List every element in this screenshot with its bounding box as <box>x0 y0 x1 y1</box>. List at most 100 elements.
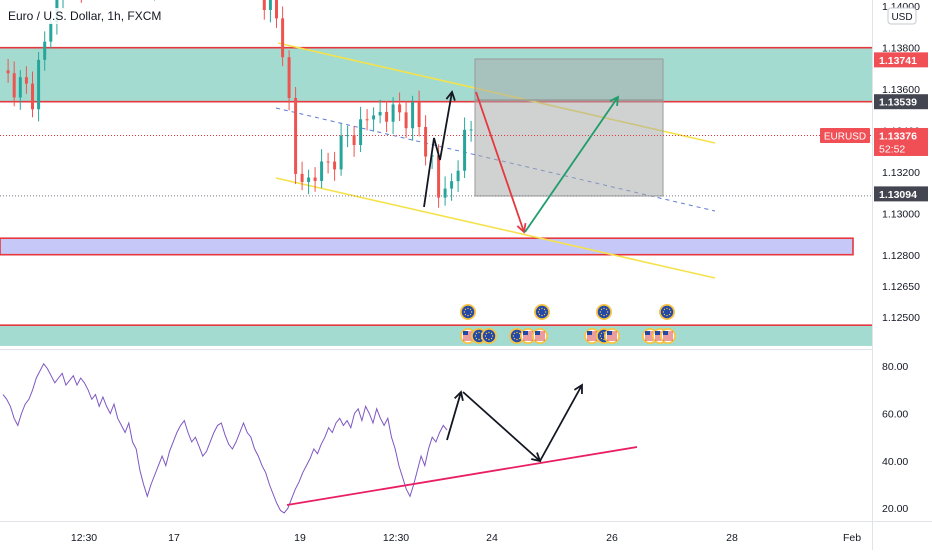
time-tick-label: 12:30 <box>71 532 97 544</box>
candle-body <box>398 104 402 113</box>
candle-body <box>43 41 47 60</box>
candle-body <box>424 126 428 157</box>
candle-body <box>339 135 343 170</box>
price-tag-label: 1.13376 <box>879 130 917 142</box>
candle-body <box>417 102 421 127</box>
red-down-arrow-head <box>516 222 527 234</box>
candle-body <box>352 135 356 146</box>
price-tag-label: 1.13094 <box>879 189 917 201</box>
candle-body <box>307 177 311 183</box>
rsi-tick-label: 60.00 <box>882 409 908 421</box>
black-up-arrow <box>423 90 456 208</box>
candle-body <box>287 57 291 98</box>
green-up-arrow <box>524 95 620 233</box>
us-flag-icon <box>660 328 676 344</box>
eu-flag-icon <box>481 328 497 344</box>
candle-body <box>18 77 22 98</box>
candle-body <box>262 0 266 10</box>
currency-text: USD <box>891 12 912 23</box>
price-tick-label: 1.12800 <box>882 250 920 262</box>
candle-body <box>437 155 441 198</box>
projection-box <box>474 58 664 197</box>
currency-label: USD <box>887 7 917 25</box>
time-axis: 12:30 17 19 12:30 24 26 28 Feb <box>71 532 861 544</box>
rsi-tick-label: 80.00 <box>882 361 908 373</box>
us-flag-icon <box>532 328 548 344</box>
candle-body <box>326 161 330 163</box>
candle-body <box>372 115 376 120</box>
rsi-trendline <box>286 446 638 506</box>
candle-body <box>31 83 34 110</box>
rsi-tick-label: 40.00 <box>882 456 908 468</box>
eu-flag-icon <box>460 304 476 320</box>
candle-body <box>313 177 317 181</box>
rsi-pane: 80.00 60.00 40.00 20.00 <box>2 361 908 515</box>
candle-body <box>268 0 272 10</box>
time-tick-label: 12:30 <box>383 532 409 544</box>
price-tag-label: 1.13741 <box>879 55 917 67</box>
candle-body <box>450 181 454 189</box>
candle-body <box>463 129 467 171</box>
green-up-arrow-shaft <box>524 96 619 233</box>
black-up-arrow-shaft <box>423 91 453 208</box>
rsi-up-arrow-2-head <box>573 383 583 395</box>
channel-lower-line <box>275 177 716 279</box>
time-tick-label: 26 <box>606 532 618 544</box>
candle-body <box>469 129 473 131</box>
rsi-up-arrow-2-shaft <box>539 384 583 462</box>
time-tick-label: 19 <box>294 532 306 544</box>
price-tick-label: 1.12650 <box>882 281 920 293</box>
candle-body <box>300 173 304 183</box>
candle-body <box>37 59 41 110</box>
us-flag-icon <box>520 328 536 344</box>
candle-body <box>294 97 298 174</box>
symbol-label: EURUSD <box>824 131 866 142</box>
candle-body <box>391 104 395 122</box>
support-zone-low <box>0 325 872 346</box>
candle-body <box>365 119 369 121</box>
rsi-line <box>2 362 448 514</box>
eu-flag-icon <box>534 304 550 320</box>
rsi-up-arrow-1 <box>446 390 464 441</box>
candle-body <box>456 170 460 182</box>
price-tag-label: 1.13539 <box>879 97 917 109</box>
red-down-arrow-shaft <box>475 91 525 233</box>
eu-flag-icon <box>659 304 675 320</box>
rsi-up-arrow-1-shaft <box>446 391 462 441</box>
rsi-tick-label: 20.00 <box>882 503 908 515</box>
countdown-label: 52:52 <box>879 143 905 155</box>
price-tick-label: 1.13800 <box>882 43 920 55</box>
us-flag-icon <box>604 328 620 344</box>
candle-body <box>378 111 382 116</box>
price-tag: 1.13741 <box>874 52 928 68</box>
eu-flag-icon <box>509 328 525 344</box>
time-tick-label: 28 <box>726 532 738 544</box>
rsi-up-arrow-2 <box>539 383 583 462</box>
candle-body <box>346 135 350 137</box>
time-tick-label: 17 <box>168 532 180 544</box>
candle-body <box>49 22 53 42</box>
price-tag: 1.13094 <box>874 186 928 202</box>
candle-body <box>404 112 408 129</box>
candle-body <box>12 73 16 98</box>
rsi-up-arrow-1-head <box>454 390 464 401</box>
red-down-arrow <box>475 91 527 234</box>
price-tick-label: 1.13200 <box>882 167 920 179</box>
candle-body <box>275 0 278 19</box>
rsi-down-arrow-shaft <box>462 391 541 462</box>
price-tag: 1.13539 <box>874 94 928 110</box>
price-tick-label: 1.13000 <box>882 208 920 220</box>
price-tick-label: 1.13600 <box>882 84 920 96</box>
candle-body <box>320 161 324 181</box>
price-tick-label: 1.12500 <box>882 312 920 324</box>
candle-body <box>24 77 28 84</box>
time-tick-label: Feb <box>843 532 861 544</box>
black-up-arrow-head <box>445 90 456 101</box>
time-tick-label: 24 <box>486 532 498 544</box>
resistance-zone <box>0 47 872 102</box>
candle-body <box>333 161 337 170</box>
eu-flag-icon <box>596 304 612 320</box>
